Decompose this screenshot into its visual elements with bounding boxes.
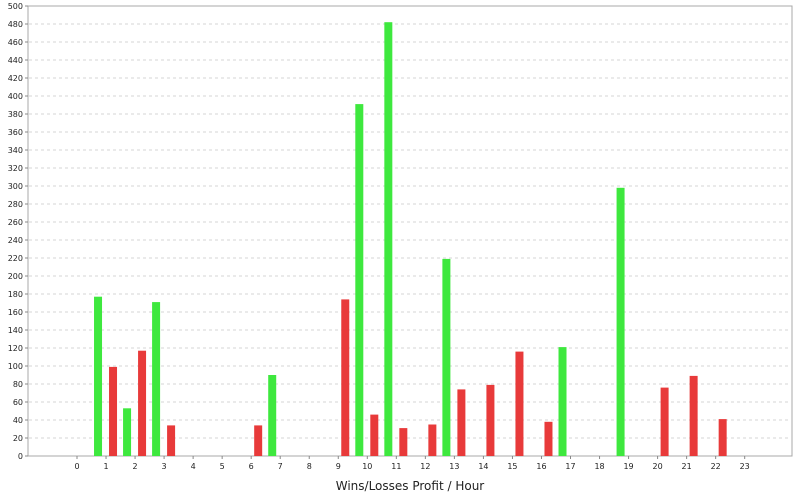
loss-bar — [341, 299, 350, 456]
x-tick-label: 17 — [565, 462, 575, 471]
loss-bar — [399, 428, 408, 456]
x-tick-label: 23 — [740, 462, 750, 471]
x-tick-label: 6 — [249, 462, 254, 471]
x-axis-title: Wins/Losses Profit / Hour — [336, 479, 485, 493]
y-tick-label: 460 — [8, 38, 23, 47]
x-tick-label: 8 — [307, 462, 312, 471]
win-bar — [384, 22, 393, 456]
y-tick-label: 280 — [8, 200, 23, 209]
y-tick-label: 120 — [8, 344, 23, 353]
x-tick-label: 11 — [391, 462, 401, 471]
y-tick-label: 380 — [8, 110, 23, 119]
loss-bar — [254, 425, 263, 456]
y-tick-label: 480 — [8, 20, 23, 29]
x-tick-label: 20 — [653, 462, 663, 471]
x-tick-label: 21 — [682, 462, 692, 471]
x-tick-label: 22 — [711, 462, 721, 471]
y-tick-label: 240 — [8, 236, 23, 245]
x-tick-label: 19 — [623, 462, 633, 471]
x-tick-label: 9 — [336, 462, 341, 471]
win-bar — [616, 187, 625, 457]
y-tick-label: 160 — [8, 308, 23, 317]
bars — [94, 22, 727, 457]
loss-bar — [718, 419, 727, 456]
y-tick-label: 260 — [8, 218, 23, 227]
y-tick-label: 100 — [8, 362, 23, 371]
y-tick-label: 200 — [8, 272, 23, 281]
win-bar — [152, 302, 161, 456]
x-tick-label: 4 — [191, 462, 196, 471]
win-bar — [355, 104, 364, 456]
y-tick-label: 140 — [8, 326, 23, 335]
y-tick-label: 300 — [8, 182, 23, 191]
y-tick-label: 320 — [8, 164, 23, 173]
y-tick-label: 360 — [8, 128, 23, 137]
loss-bar — [515, 351, 524, 456]
loss-bar — [457, 389, 466, 456]
y-tick-label: 440 — [8, 56, 23, 65]
y-axis-ticks: 0 20 40 60 80 100 120 140 160 180 200 220 240 260 280 3… — [8, 2, 28, 461]
x-tick-label: 14 — [478, 462, 488, 471]
loss-bar — [109, 366, 118, 456]
win-bar — [442, 258, 451, 456]
x-tick-label: 12 — [420, 462, 430, 471]
loss-bar — [544, 421, 553, 456]
x-tick-label: 7 — [278, 462, 283, 471]
y-tick-label: 500 — [8, 2, 23, 11]
loss-bar — [486, 384, 495, 456]
x-tick-label: 15 — [507, 462, 517, 471]
y-tick-label: 40 — [13, 416, 23, 425]
y-tick-label: 420 — [8, 74, 23, 83]
loss-bar — [138, 350, 147, 456]
x-axis-ticks: 0 1 2 3 4 5 6 7 8 9 10 11 12 13 14 15 16 17 18 19 20 21 22 23 — [74, 456, 750, 471]
loss-bar — [428, 424, 437, 456]
x-tick-label: 10 — [362, 462, 372, 471]
x-tick-label: 0 — [74, 462, 79, 471]
loss-bar — [660, 387, 669, 456]
y-tick-label: 220 — [8, 254, 23, 263]
x-tick-label: 5 — [220, 462, 225, 471]
x-tick-label: 13 — [449, 462, 459, 471]
x-tick-label: 2 — [133, 462, 138, 471]
y-tick-label: 80 — [13, 380, 23, 389]
loss-bar — [167, 425, 176, 456]
loss-bar — [370, 414, 379, 456]
y-tick-label: 180 — [8, 290, 23, 299]
loss-bar — [689, 375, 698, 456]
y-tick-label: 340 — [8, 146, 23, 155]
y-tick-label: 400 — [8, 92, 23, 101]
y-tick-label: 20 — [13, 434, 23, 443]
win-bar — [94, 296, 103, 456]
win-bar — [558, 347, 567, 456]
y-tick-label: 0 — [18, 452, 23, 461]
win-bar — [123, 408, 132, 456]
x-tick-label: 3 — [162, 462, 167, 471]
x-tick-label: 18 — [594, 462, 604, 471]
win-bar — [268, 375, 277, 456]
x-tick-label: 1 — [103, 462, 108, 471]
x-tick-label: 16 — [536, 462, 546, 471]
y-tick-label: 60 — [13, 398, 23, 407]
